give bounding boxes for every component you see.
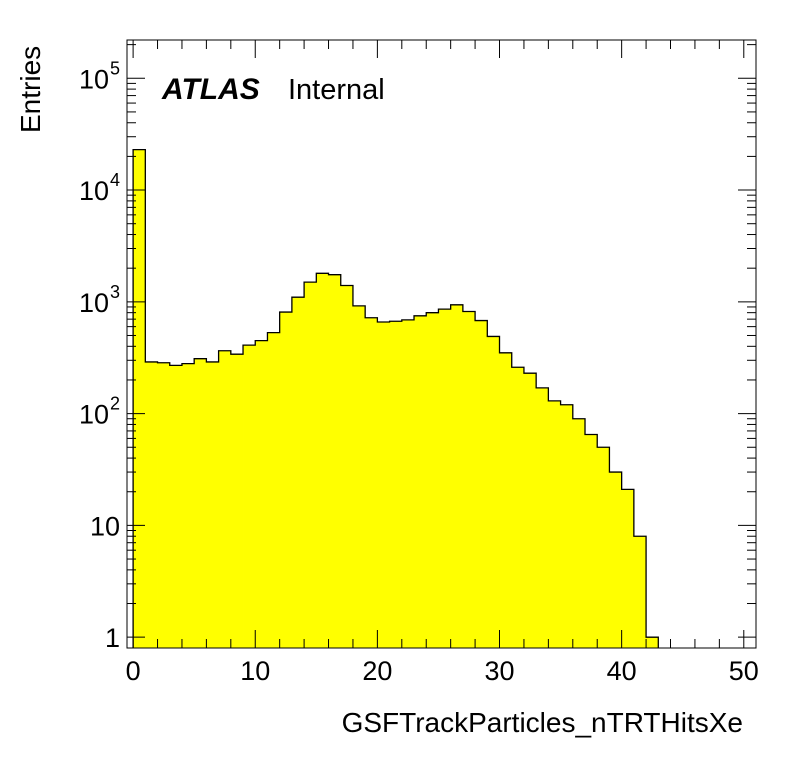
histogram-outline (132, 148, 659, 648)
histogram-bars (132, 148, 659, 648)
histogram-bar (609, 472, 623, 648)
histogram-bar (633, 536, 647, 648)
histogram-bar (230, 354, 244, 648)
histogram-bar (499, 352, 513, 648)
histogram-bar (401, 319, 415, 648)
x-axis-label: GSFTrackParticles_nTRTHitsXe (342, 707, 743, 738)
histogram-bar (218, 350, 232, 648)
histogram-bar (389, 321, 403, 648)
histogram-bar (243, 345, 256, 648)
y-tick-label: 10 (79, 176, 109, 206)
y-tick-label: 1 (105, 623, 120, 653)
histogram-bar (450, 304, 464, 648)
histogram-bar (145, 361, 158, 648)
histogram-bar (572, 418, 586, 648)
histogram-bar (169, 365, 183, 648)
histogram-bar (206, 361, 220, 648)
histogram-bar (181, 363, 195, 648)
histogram-bar (621, 489, 635, 648)
y-tick-label: 10 (79, 400, 109, 430)
x-tick-label: 50 (729, 656, 759, 686)
histogram-bar (291, 297, 305, 648)
histogram-bar (279, 312, 293, 648)
plot-frame (126, 39, 757, 649)
histogram-bar (414, 315, 427, 648)
histogram-bar (255, 340, 268, 648)
y-tick-label: 10 (79, 288, 109, 318)
y-tick-label: 10 (90, 511, 120, 541)
status-label: Internal (288, 74, 385, 106)
x-tick-label: 40 (607, 656, 637, 686)
histogram-bar (377, 322, 390, 648)
x-tick-label: 20 (362, 656, 392, 686)
histogram-bar (585, 434, 598, 648)
axis-ticks (127, 40, 756, 648)
histogram-bar (316, 273, 329, 648)
x-tick-label: 0 (126, 656, 141, 686)
histogram-bar (536, 387, 549, 648)
histogram-bar (462, 311, 476, 648)
y-tick-exponent: 2 (110, 394, 120, 414)
y-tick-exponent: 3 (110, 282, 120, 302)
histogram-bar (304, 282, 317, 648)
histogram-bar (487, 336, 500, 648)
x-tick-label: 10 (240, 656, 270, 686)
histogram-bar (328, 274, 342, 648)
histogram-bar (133, 149, 146, 648)
histogram-bar (157, 362, 171, 648)
histogram-bar (511, 367, 525, 648)
histogram-bar (194, 358, 207, 648)
y-axis-label: Entries (15, 46, 46, 133)
y-tick-exponent: 5 (110, 58, 120, 78)
histogram-bar (597, 447, 610, 648)
y-tick-label: 10 (79, 64, 109, 94)
histogram-bar (267, 332, 281, 648)
y-tick-exponent: 4 (110, 170, 120, 190)
histogram-bar (426, 312, 439, 648)
histogram-bar (560, 404, 574, 648)
histogram-bar (646, 637, 659, 648)
histogram-bar (352, 305, 366, 648)
histogram-bar (475, 320, 488, 648)
x-tick-label: 30 (484, 656, 514, 686)
histogram-bar (548, 400, 561, 648)
histogram-bar (365, 317, 378, 648)
histogram-bar (340, 285, 354, 648)
histogram-bar (438, 309, 452, 648)
atlas-label: ATLAS (161, 73, 260, 106)
histogram-bar (523, 373, 537, 648)
